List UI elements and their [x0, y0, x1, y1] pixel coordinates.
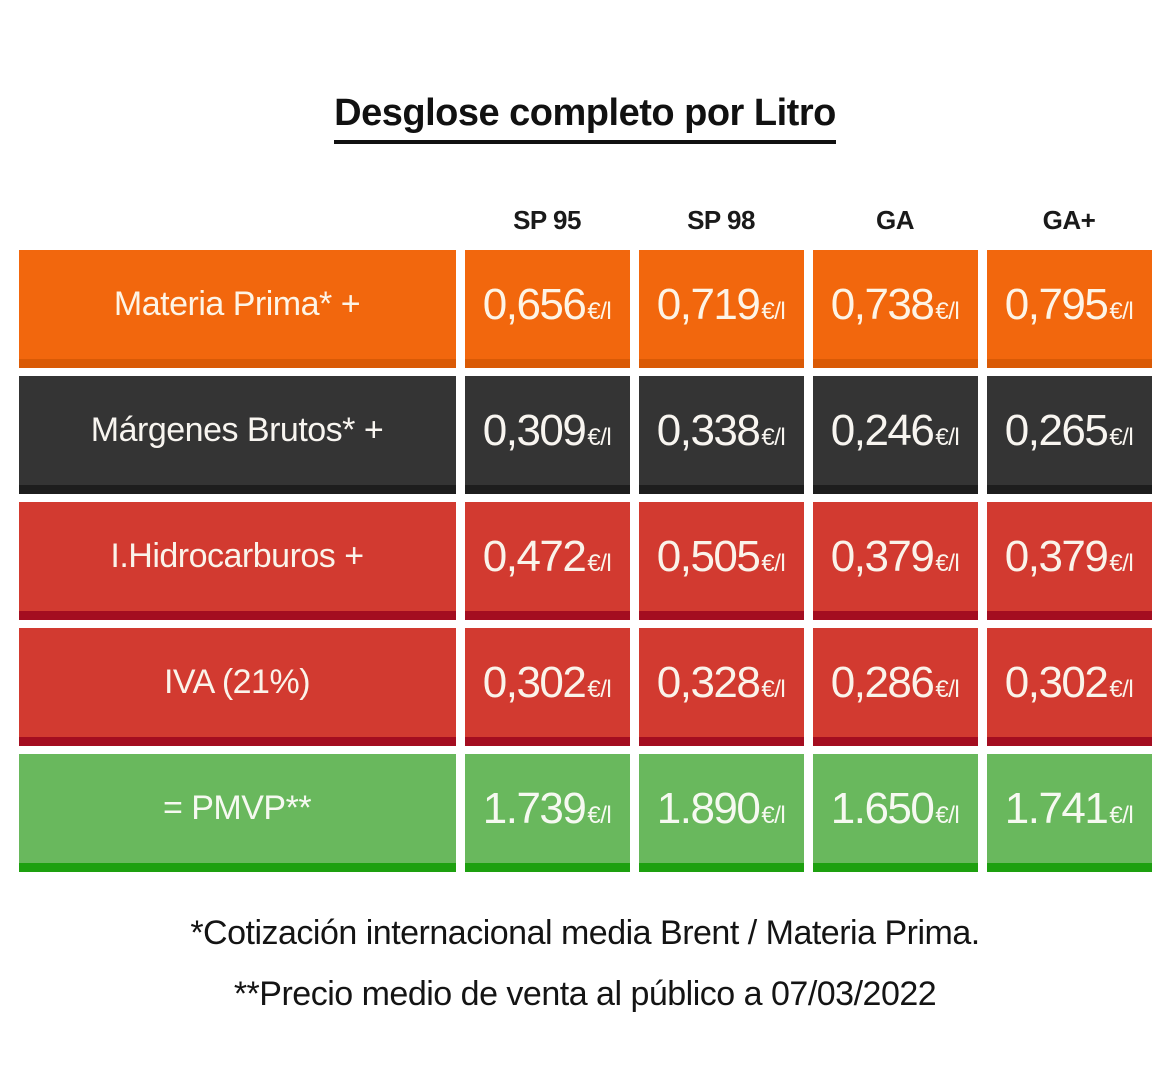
value-number: 0,656 — [482, 279, 587, 329]
value-number: 0,328 — [656, 657, 761, 707]
value-unit: €/l — [935, 675, 960, 703]
value-unit: €/l — [1109, 675, 1134, 703]
row-label-hidrocarburos: I.Hidrocarburos + — [18, 502, 456, 620]
value-number: 1.650 — [830, 783, 935, 833]
value-unit: €/l — [761, 423, 786, 451]
footnote-brent: *Cotización internacional media Brent / … — [190, 914, 980, 952]
row-label-materia-prima: Materia Prima* + — [18, 250, 456, 368]
value-number: 0,338 — [656, 405, 761, 455]
value-cell: 0,505 €/l — [638, 502, 804, 620]
value-cell: 0,246 €/l — [812, 376, 978, 494]
value-number: 0,302 — [1004, 657, 1109, 707]
value-cell: 0,472 €/l — [464, 502, 630, 620]
value-cell: 0,656 €/l — [464, 250, 630, 368]
value-unit: €/l — [935, 549, 960, 577]
footnotes: *Cotización internacional media Brent / … — [0, 914, 1170, 1014]
value-cell: 0,379 €/l — [986, 502, 1152, 620]
value-number: 0,738 — [830, 279, 935, 329]
breakdown-table: SP 95 SP 98 GA GA+ Materia Prima* + 0,65… — [18, 194, 1152, 872]
value-cell: 1.890 €/l — [638, 754, 804, 872]
row-label-text: = PMVP** — [162, 789, 312, 827]
title-area: Desglose completo por Litro — [0, 0, 1170, 144]
value-cell: 0,795 €/l — [986, 250, 1152, 368]
value-number: 0,286 — [830, 657, 935, 707]
column-header-ga-plus: GA+ — [1042, 205, 1096, 235]
value-number: 0,719 — [656, 279, 761, 329]
value-number: 1.739 — [482, 783, 587, 833]
value-number: 1.741 — [1004, 783, 1109, 833]
value-cell: 0,338 €/l — [638, 376, 804, 494]
row-label-text: I.Hidrocarburos + — [110, 537, 364, 575]
value-cell: 0,719 €/l — [638, 250, 804, 368]
value-unit: €/l — [587, 801, 612, 829]
column-header-ga: GA — [876, 205, 915, 235]
value-number: 0,265 — [1004, 405, 1109, 455]
value-unit: €/l — [587, 675, 612, 703]
column-header-sp95: SP 95 — [513, 205, 581, 235]
value-unit: €/l — [761, 549, 786, 577]
value-unit: €/l — [761, 801, 786, 829]
value-cell: 0,265 €/l — [986, 376, 1152, 494]
header-spacer — [19, 194, 456, 242]
page-title: Desglose completo por Litro — [334, 92, 836, 144]
value-unit: €/l — [1109, 423, 1134, 451]
value-unit: €/l — [587, 423, 612, 451]
value-unit: €/l — [935, 423, 960, 451]
value-unit: €/l — [935, 297, 960, 325]
value-number: 0,302 — [482, 657, 587, 707]
value-number: 1.890 — [656, 783, 761, 833]
column-header-sp98: SP 98 — [687, 205, 755, 235]
value-number: 0,505 — [656, 531, 761, 581]
value-cell: 0,738 €/l — [812, 250, 978, 368]
value-cell: 0,309 €/l — [464, 376, 630, 494]
value-cell: 0,302 €/l — [986, 628, 1152, 746]
value-unit: €/l — [761, 675, 786, 703]
value-unit: €/l — [1109, 297, 1134, 325]
value-unit: €/l — [761, 297, 786, 325]
value-number: 0,379 — [1004, 531, 1109, 581]
row-label-margenes-brutos: Márgenes Brutos* + — [18, 376, 456, 494]
value-cell: 1.741 €/l — [986, 754, 1152, 872]
value-cell: 0,379 €/l — [812, 502, 978, 620]
value-unit: €/l — [587, 297, 612, 325]
value-number: 0,472 — [482, 531, 587, 581]
value-number: 0,795 — [1004, 279, 1109, 329]
value-unit: €/l — [1109, 549, 1134, 577]
row-label-text: Márgenes Brutos* + — [90, 411, 384, 449]
value-number: 0,309 — [482, 405, 587, 455]
value-cell: 0,328 €/l — [638, 628, 804, 746]
value-number: 0,379 — [830, 531, 935, 581]
value-unit: €/l — [935, 801, 960, 829]
value-cell: 0,286 €/l — [812, 628, 978, 746]
value-cell: 1.739 €/l — [464, 754, 630, 872]
row-label-text: Materia Prima* + — [113, 285, 361, 323]
row-label-iva: IVA (21%) — [18, 628, 456, 746]
row-label-pmvp: = PMVP** — [18, 754, 456, 872]
footnote-pmvp-date: **Precio medio de venta al público a 07/… — [233, 975, 937, 1013]
value-unit: €/l — [587, 549, 612, 577]
row-label-text: IVA (21%) — [163, 663, 311, 701]
value-cell: 1.650 €/l — [812, 754, 978, 872]
value-number: 0,246 — [830, 405, 935, 455]
value-unit: €/l — [1109, 801, 1134, 829]
value-cell: 0,302 €/l — [464, 628, 630, 746]
